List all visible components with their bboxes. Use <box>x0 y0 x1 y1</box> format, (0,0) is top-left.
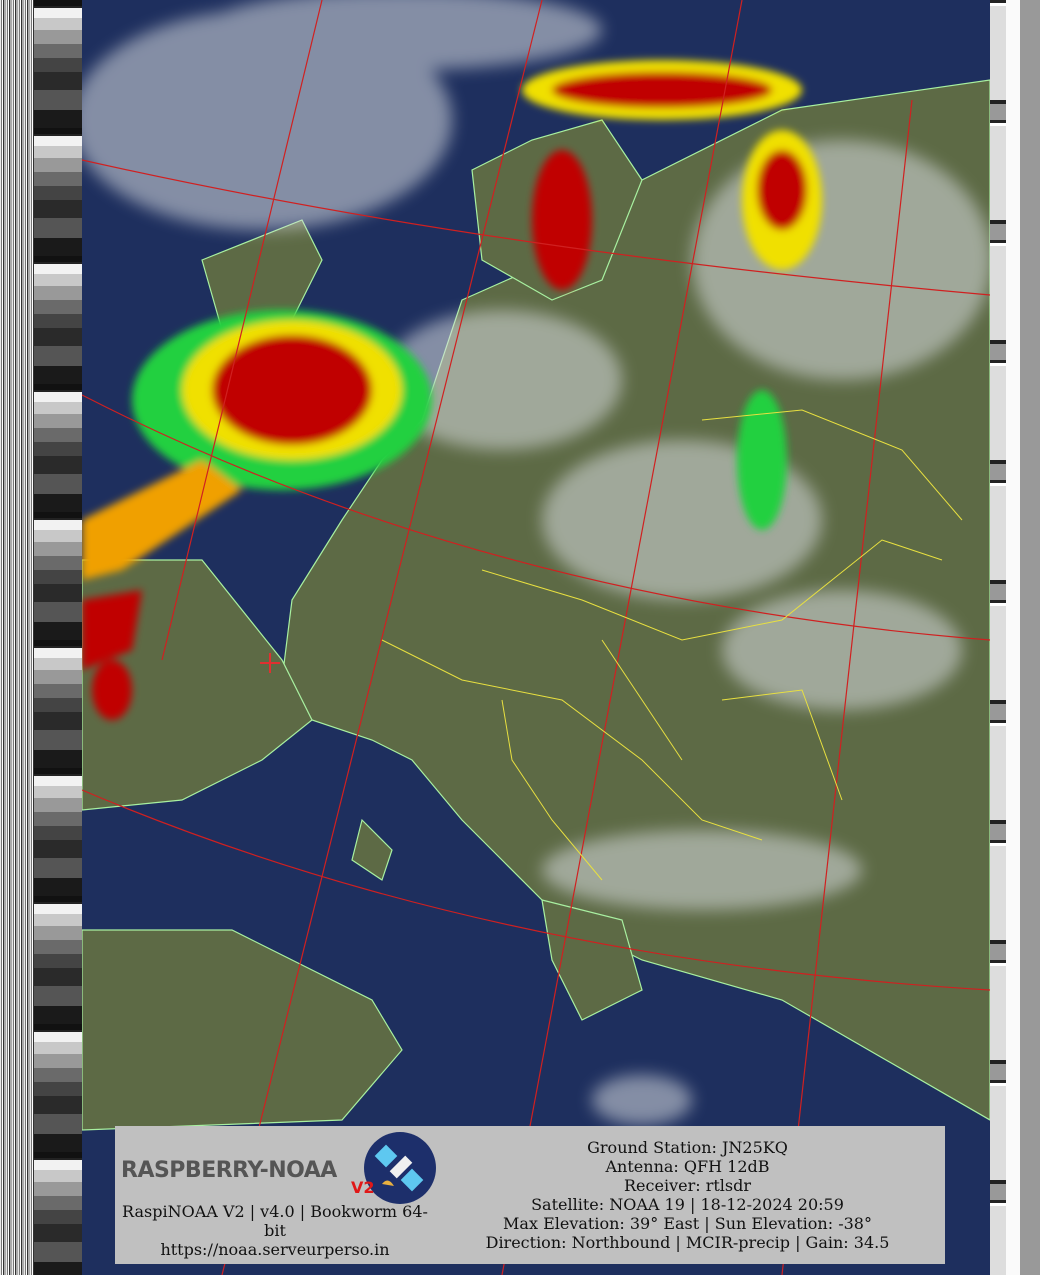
station-url: https://noaa.serveurperso.in <box>160 1240 390 1259</box>
satellite-map <box>82 0 990 1275</box>
sync-pattern-left <box>0 0 34 1275</box>
direction-mode-gain: Direction: Northbound | MCIR-precip | Ga… <box>485 1233 890 1252</box>
elevation: Max Elevation: 39° East | Sun Elevation:… <box>503 1214 872 1233</box>
software-version: RaspiNOAA V2 | v4.0 | Bookworm 64-bit <box>122 1202 428 1240</box>
precipitation <box>82 60 822 720</box>
pass-details: Ground Station: JN25KQ Antenna: QFH 12dB… <box>465 1138 910 1252</box>
station-marker-cross-icon <box>260 653 280 673</box>
ground-station: Ground Station: JN25KQ <box>587 1138 788 1157</box>
software-info: RaspiNOAA V2 | v4.0 | Bookworm 64-bit ht… <box>115 1202 435 1259</box>
logo-badge: V2 <box>351 1178 375 1197</box>
receiver: Receiver: rtlsdr <box>624 1176 751 1195</box>
telemetry-edge-right <box>1020 0 1040 1275</box>
antenna: Antenna: QFH 12dB <box>605 1157 770 1176</box>
graticule <box>82 0 990 1275</box>
pass-info-caption: RASPBERRY-NOAA V2 RaspiNOAA V2 | v4.0 | … <box>115 1126 945 1264</box>
logo-text: RASPBERRY-NOAA <box>121 1158 337 1183</box>
satellite-logo-icon <box>364 1132 436 1204</box>
raspberry-noaa-logo: RASPBERRY-NOAA V2 <box>121 1132 436 1204</box>
telemetry-band-right <box>1006 0 1020 1275</box>
satellite-time: Satellite: NOAA 19 | 18-12-2024 20:59 <box>531 1195 844 1214</box>
calibration-wedges-left <box>34 0 82 1275</box>
country-borders <box>381 409 963 881</box>
